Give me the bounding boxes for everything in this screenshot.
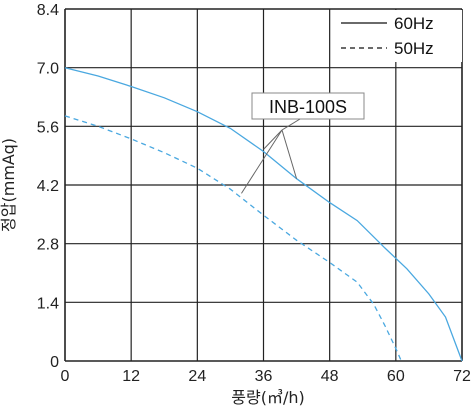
annotation-pointer	[281, 129, 298, 179]
y-tick-labels: 0 1.4 2.8 4.2 5.6 7.0 8.4	[37, 2, 59, 371]
legend: 60Hz 50Hz	[334, 10, 462, 62]
x-tick-label: 0	[61, 368, 70, 385]
grid-lines	[64, 8, 463, 362]
y-tick-label: 1.4	[37, 295, 59, 312]
x-axis-label: 풍량(㎥/h)	[231, 388, 304, 407]
annotation-label: INB-100S	[269, 97, 347, 117]
annotation-pointer	[263, 129, 283, 150]
x-tick-label: 12	[122, 368, 140, 385]
annotation-box	[251, 92, 365, 120]
x-tick-label: 48	[321, 368, 339, 385]
y-tick-label: 2.8	[37, 237, 59, 254]
y-tick-label: 7.0	[37, 61, 59, 78]
legend-label-60hz: 60Hz	[394, 14, 434, 33]
y-tick-label: 0	[50, 354, 59, 371]
y-tick-label: 8.4	[37, 2, 59, 19]
model-annotation: INB-100S	[241, 92, 365, 194]
y-tick-label: 4.2	[37, 178, 59, 195]
legend-label-50hz: 50Hz	[394, 39, 434, 58]
x-tick-label: 24	[188, 368, 206, 385]
x-tick-label: 72	[453, 368, 471, 385]
legend-box	[334, 10, 462, 62]
annotation-pointer	[241, 129, 283, 194]
x-tick-label: 60	[387, 368, 405, 385]
annotation-pointer-stem	[281, 118, 301, 131]
series-line-50hz	[64, 115, 402, 362]
y-tick-label: 5.6	[37, 119, 59, 136]
x-tick-label: 36	[255, 368, 273, 385]
y-axis-label: 정압(mmAq)	[0, 138, 18, 232]
x-tick-labels: 0 12 24 36 48 60 72	[61, 368, 471, 385]
